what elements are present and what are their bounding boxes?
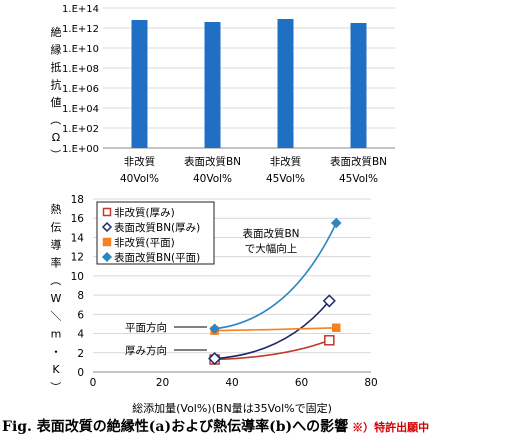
a-bar bbox=[204, 22, 221, 148]
a-y-label-char: 縁 bbox=[51, 43, 62, 57]
a-category-label: 表面改質BN bbox=[330, 155, 387, 168]
b-y-label-char: 伝 bbox=[51, 221, 62, 234]
a-bar bbox=[131, 20, 148, 148]
b-legend-marker bbox=[102, 237, 112, 247]
b-legend-label: 表面改質BN(平面) bbox=[114, 251, 200, 264]
b-trend-curve bbox=[214, 222, 337, 330]
a-category-label: 非改質 bbox=[124, 155, 156, 168]
b-y-tick: 2 bbox=[77, 348, 84, 360]
b-point bbox=[322, 294, 336, 308]
b-legend-label: 表面改質BN(厚み) bbox=[114, 221, 200, 234]
figure-caption: Fig. 表面改質の絶縁性(a)および熱伝導率(b)への影響 ※）特許出願中 bbox=[2, 416, 429, 436]
a-y-label-char: 値 bbox=[51, 96, 62, 109]
b-point bbox=[330, 217, 342, 229]
a-gridlines bbox=[103, 7, 395, 149]
a-y-tick: 1.E+00 bbox=[62, 144, 99, 155]
a-bar bbox=[277, 19, 294, 148]
b-y-tick: 16 bbox=[71, 213, 85, 225]
a-category-sublabel: 45Vol% bbox=[339, 173, 378, 185]
b-trend-curve bbox=[214, 339, 330, 361]
b-y-label-char: m bbox=[51, 328, 62, 341]
a-y-label-char: 絶 bbox=[51, 25, 62, 39]
a-category-label: 表面改質BN bbox=[184, 155, 241, 168]
b-y-axis-label: 熱伝導率 （ W ／ m ・ K ） bbox=[49, 203, 62, 393]
a-y-label-char: 抵 bbox=[51, 60, 62, 74]
b-legend-label: 非改質(厚み) bbox=[114, 206, 175, 219]
a-category-labels: 非改質 40Vol% 表面改質BN 40Vol% 非改質 45Vol% 表面改質BN 45Vo… bbox=[120, 155, 387, 185]
b-point bbox=[324, 335, 335, 346]
b-legend-marker bbox=[101, 251, 113, 263]
b-legend-box bbox=[96, 201, 215, 265]
b-y-tick: 0 bbox=[77, 367, 84, 379]
caption-main: Fig. 表面改質の絶縁性(a)および熱伝導率(b)への影響 bbox=[2, 419, 349, 435]
a-category-sublabel: 45Vol% bbox=[266, 173, 305, 185]
b-y-label-char: ／ bbox=[49, 310, 62, 321]
b-y-tick: 6 bbox=[77, 309, 84, 321]
b-y-tick: 10 bbox=[71, 271, 84, 283]
a-category-label: 非改質 bbox=[270, 155, 302, 168]
b-y-tick: 8 bbox=[77, 290, 84, 302]
a-y-tick: 1.E+12 bbox=[62, 24, 99, 35]
thermal-conductivity-scatter-chart: 0 2 4 6 8 10 12 14 16 18 0 20 40 60 80 表面改質BN で大幅向上平面方向… bbox=[49, 194, 378, 415]
a-y-tick: 1.E+02 bbox=[62, 124, 99, 135]
a-y-tick: 1.E+04 bbox=[62, 104, 99, 115]
b-x-tick: 40 bbox=[225, 377, 238, 389]
b-x-axis-label: 総添加量(Vol%)(BN量は35Vol%で固定) bbox=[132, 401, 332, 415]
b-x-tick: 80 bbox=[364, 377, 377, 389]
b-y-tick: 14 bbox=[71, 232, 85, 244]
b-annotation-improve: 表面改質BN bbox=[242, 227, 299, 240]
b-trend-curve bbox=[214, 326, 337, 332]
b-y-label-char: （ bbox=[49, 275, 62, 286]
b-annotation-thick: 厚み方向 bbox=[125, 344, 167, 357]
b-y-label-char: ・ bbox=[51, 345, 62, 358]
b-y-label-char: 熱 bbox=[51, 203, 62, 216]
b-x-tick: 0 bbox=[90, 377, 97, 389]
b-y-tick: 4 bbox=[77, 329, 84, 341]
b-gridlines bbox=[93, 198, 371, 373]
a-y-label-char: ） bbox=[49, 149, 62, 160]
b-trend-curve bbox=[214, 300, 330, 360]
a-category-sublabel: 40Vol% bbox=[193, 173, 232, 185]
b-y-label-char: W bbox=[51, 292, 62, 305]
b-legend-marker bbox=[101, 221, 113, 233]
a-bar bbox=[350, 23, 367, 148]
a-category-sublabel: 40Vol% bbox=[120, 173, 159, 185]
a-y-tick: 1.E+06 bbox=[62, 84, 99, 95]
b-legend: 非改質(厚み) 表面改質BN(厚み) 非改質(平面) 表面改質BN(平面) bbox=[96, 201, 215, 265]
a-y-label-char: Ω bbox=[52, 131, 60, 144]
b-y-label-char: K bbox=[52, 363, 60, 376]
b-point bbox=[208, 351, 222, 366]
b-y-tick: 18 bbox=[71, 194, 84, 206]
insulation-resistance-bar-chart: 1.E+00 1.E+02 1.E+04 1.E+06 1.E+08 1.E+10 1.E+… bbox=[49, 4, 395, 185]
b-trend-curves bbox=[214, 222, 337, 361]
b-x-tick: 20 bbox=[156, 377, 169, 389]
b-annotation-planar: 平面方向 bbox=[125, 321, 167, 334]
a-bars bbox=[131, 19, 367, 148]
b-legend-marker bbox=[102, 207, 112, 217]
a-y-tick: 1.E+10 bbox=[62, 44, 99, 55]
figure-canvas: 1.E+00 1.E+02 1.E+04 1.E+06 1.E+08 1.E+10 1.E+… bbox=[49, 4, 395, 415]
b-y-label-char: 導 bbox=[51, 238, 62, 252]
b-x-tick: 60 bbox=[295, 377, 308, 389]
a-y-tick: 1.E+08 bbox=[62, 64, 99, 75]
b-data-points bbox=[208, 217, 342, 366]
patent-note: ※）特許出願中 bbox=[352, 421, 430, 434]
a-y-label-char: 抗 bbox=[51, 78, 62, 92]
b-y-label-char: 率 bbox=[51, 255, 62, 269]
a-y-tick-labels: 1.E+00 1.E+02 1.E+04 1.E+06 1.E+08 1.E+10 1.E+… bbox=[62, 4, 99, 155]
b-point bbox=[209, 323, 220, 335]
b-tick-labels: 0 2 4 6 8 10 12 14 16 18 0 20 40 60 80 bbox=[71, 194, 378, 389]
b-point bbox=[332, 323, 341, 333]
b-legend-label: 非改質(平面) bbox=[114, 236, 175, 249]
a-y-label-char: （ bbox=[49, 114, 62, 125]
b-y-label-char: ） bbox=[49, 382, 62, 393]
b-annotation-improve: で大幅向上 bbox=[245, 242, 298, 255]
a-y-tick: 1.E+14 bbox=[62, 4, 99, 15]
b-y-tick: 12 bbox=[71, 252, 84, 264]
